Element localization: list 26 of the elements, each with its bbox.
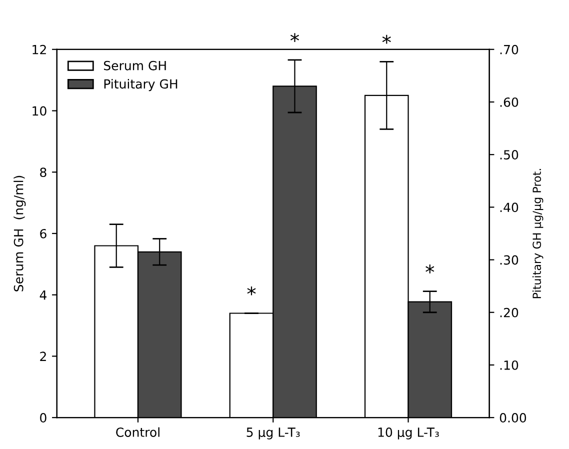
y-axis-title: Serum GH (ng/ml): [14, 176, 26, 292]
y2-tick-label: .60: [500, 97, 518, 107]
y2-tick-label: .50: [500, 150, 518, 160]
y2-tick-label: .20: [500, 308, 518, 318]
y-tick-label: 8: [40, 168, 46, 178]
y-tick-label: 6: [40, 228, 46, 238]
y-tick-label: 12: [32, 44, 46, 54]
y2-tick-label: .40: [500, 202, 518, 212]
annotation: *: [426, 264, 434, 274]
y-tick-label: 10: [32, 106, 46, 116]
y-tick-label: 4: [40, 290, 46, 300]
y2-tick-label: .10: [500, 360, 518, 370]
y2-tick-label: .70: [500, 44, 518, 54]
x-tick-label: Control: [116, 427, 160, 437]
legend-label: Pituitary GH: [104, 78, 178, 92]
text: *: [382, 34, 391, 44]
text: *: [290, 33, 300, 42]
legend-label: Serum GH: [104, 60, 166, 70]
y-tick-label: 0: [40, 413, 46, 422]
annotation: *: [247, 286, 256, 296]
y2-tick-label: .30: [500, 255, 518, 265]
y2-axis-title: Pituitary GH µg/µg Prot.: [532, 168, 544, 298]
x-tick-label: 10 µg L-T₃: [378, 428, 439, 440]
y2-tick-label: 0.00: [500, 413, 526, 422]
x-tick-label: 5 µg L-T₃: [246, 428, 300, 440]
y-tick-label: 2: [40, 352, 46, 361]
